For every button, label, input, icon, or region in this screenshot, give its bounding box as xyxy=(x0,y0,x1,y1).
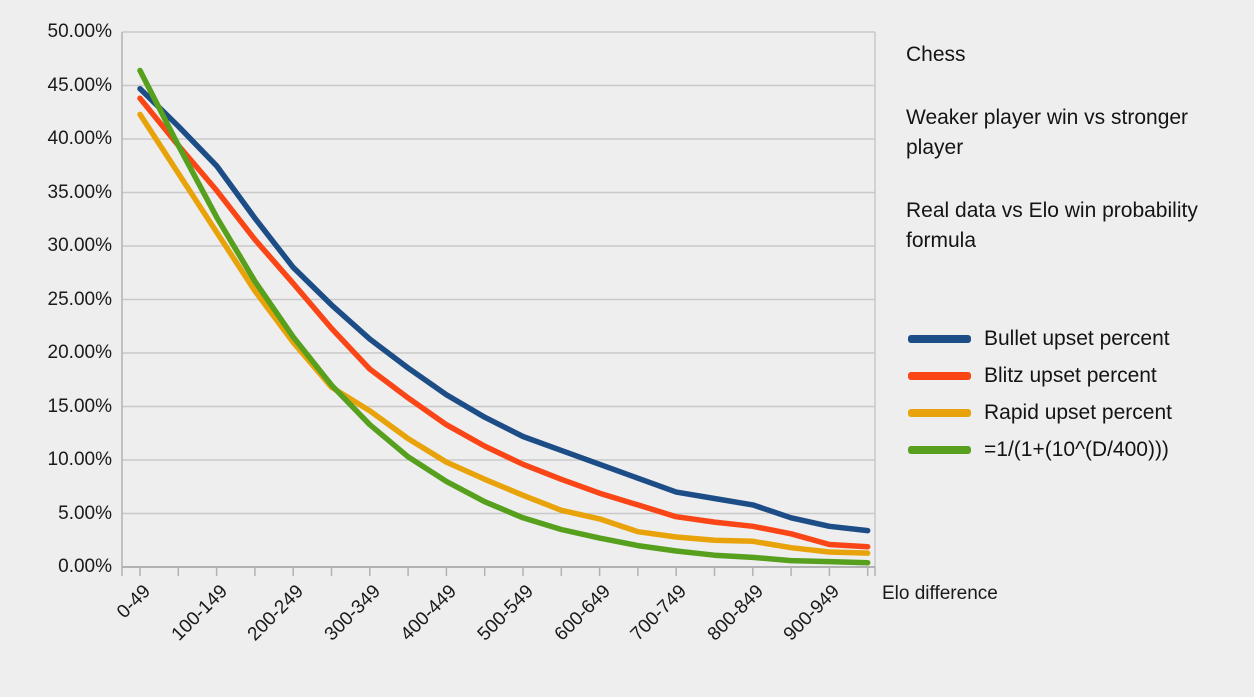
legend-label: Bullet upset percent xyxy=(984,326,1170,350)
legend-label: =1/(1+(10^(D/400))) xyxy=(984,437,1169,461)
y-tick-label: 10.00% xyxy=(47,449,112,470)
legend-item-rapid-upset-percent: Rapid upset percent xyxy=(908,394,1172,431)
line-1-1-10-d-400 xyxy=(137,67,871,566)
y-tick-label: 50.00% xyxy=(47,21,112,42)
y-tick-label: 35.00% xyxy=(47,181,112,203)
legend-item-blitz-upset-percent: Blitz upset percent xyxy=(908,357,1172,394)
line-blitz-upset-percent xyxy=(137,95,871,550)
legend-item-bullet-upset-percent: Bullet upset percent xyxy=(908,320,1172,357)
legend-swatch-icon xyxy=(908,445,971,454)
legend-swatch-icon xyxy=(908,334,971,343)
legend: Bullet upset percent Blitz upset percent R… xyxy=(908,320,1172,468)
y-tick-label: 20.00% xyxy=(47,342,112,363)
legend-label: Blitz upset percent xyxy=(984,363,1157,387)
x-axis-title: Elo difference xyxy=(882,583,998,604)
y-tick-label: 5.00% xyxy=(58,502,112,524)
legend-item-1-1-10-d-400: =1/(1+(10^(D/400))) xyxy=(908,431,1172,468)
chart-title-line: Chess xyxy=(906,43,966,66)
line-bullet-upset-percent xyxy=(137,85,871,534)
chart-title-block: Chess Weaker player win vs stronger playe… xyxy=(906,40,1206,289)
legend-swatch-icon xyxy=(908,408,971,417)
y-tick-label: 30.00% xyxy=(47,235,112,256)
y-tick-label: 0.00% xyxy=(58,556,112,577)
y-tick-label: 40.00% xyxy=(47,128,112,149)
chart-title-line: Weaker player win vs stronger player xyxy=(906,106,1189,159)
legend-label: Rapid upset percent xyxy=(984,400,1172,424)
chart-title-line: Real data vs Elo win probability formula xyxy=(906,199,1198,252)
line-rapid-upset-percent xyxy=(137,111,871,556)
y-tick-label: 15.00% xyxy=(47,395,112,417)
legend-swatch-icon xyxy=(908,371,971,380)
y-tick-label: 45.00% xyxy=(47,74,112,96)
y-tick-label: 25.00% xyxy=(47,288,112,310)
